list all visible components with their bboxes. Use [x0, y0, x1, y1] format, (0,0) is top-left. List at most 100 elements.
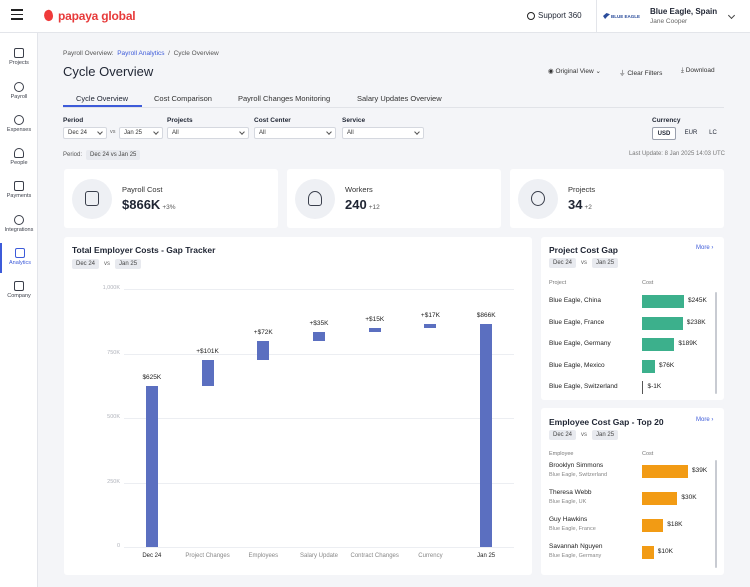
user-name: Jane Cooper [650, 18, 688, 25]
project-name: Blue Eagle, Mexico [549, 361, 605, 369]
brand-logo[interactable]: papaya global [44, 9, 136, 23]
period-chip: Jan 25 [592, 258, 619, 268]
page-title: Cycle Overview [63, 64, 154, 79]
cost-value: $39K [692, 467, 708, 474]
project-row[interactable]: Blue Eagle, Germany $189K [541, 337, 711, 353]
project-name: Blue Eagle, France [549, 318, 605, 326]
cost-value: $245K [688, 297, 707, 304]
sidebar-item-label: Integrations [4, 227, 34, 233]
sidebar-item-analytics[interactable]: Analytics [0, 243, 38, 273]
tab-payroll-changes-monitoring[interactable]: Payroll Changes Monitoring [238, 94, 331, 103]
chevron-down-icon[interactable] [727, 11, 736, 20]
sidebar-item-label: Payments [6, 193, 32, 199]
sidebar-item-label: Projects [9, 60, 29, 66]
x-tick-label: Contract Changes [350, 553, 399, 559]
currency-eur-button[interactable]: EUR [684, 130, 698, 136]
building-icon [14, 281, 24, 291]
project-gap-periods: Dec 24 vs Jan 25 [549, 258, 619, 268]
tab-cycle-overview[interactable]: Cycle Overview [76, 94, 129, 103]
employee-entity: Blue Eagle, Germany [549, 553, 602, 559]
data-label: +$15K [365, 316, 385, 324]
project-row[interactable]: Blue Eagle, China $245K [541, 294, 711, 310]
card-icon [14, 181, 24, 191]
cost-bar [642, 519, 664, 532]
kpi-value: 34 +2 [568, 197, 592, 212]
sidebar-item-payments[interactable]: Payments [0, 176, 38, 206]
workers-icon [308, 191, 322, 206]
kpi-delta: +12 [368, 204, 380, 211]
data-label: +$17K [420, 311, 440, 319]
data-label: $625K [142, 373, 162, 381]
project-row[interactable]: Blue Eagle, Switzerland $-1K [541, 380, 711, 396]
employee-row[interactable]: Guy Hawkins Blue Eagle, France $18K [541, 516, 711, 540]
breadcrumb-link[interactable]: Payroll Analytics [117, 50, 165, 57]
project-row[interactable]: Blue Eagle, France $238K [541, 316, 711, 332]
x-tick-label: Salary Update [299, 553, 339, 559]
download-button[interactable]: ⤓ Download [681, 67, 715, 75]
currency-label: Currency [652, 117, 681, 124]
clear-filters-button[interactable]: ⏚ Clear Filters [619, 67, 662, 77]
vs-label: vs [581, 432, 588, 438]
scrollbar[interactable] [715, 460, 717, 568]
tab-cost-comparison[interactable]: Cost Comparison [154, 94, 212, 103]
period-chip: Dec 24 [549, 430, 577, 440]
menu-icon[interactable] [11, 9, 23, 21]
cost-value: $238K [686, 318, 706, 326]
period-vs: vs [110, 129, 116, 135]
gap-tracker-title: Total Employer Costs - Gap Tracker [72, 245, 216, 255]
gap-tracker-periods: Dec 24 vs Jan 25 [72, 259, 142, 269]
employee-row[interactable]: Brooklyn Simmons Blue Eagle, Switzerland $… [541, 462, 711, 486]
tab-salary-updates-overview[interactable]: Salary Updates Overview [357, 94, 442, 103]
gridline [124, 418, 514, 419]
period-to-select[interactable]: Jan 25 [119, 127, 163, 139]
project-row[interactable]: Blue Eagle, Mexico $76K [541, 359, 711, 375]
breadcrumb-separator: / [168, 50, 170, 57]
projects-select[interactable]: All [167, 127, 249, 139]
support-link[interactable]: Support 360 [527, 11, 582, 20]
sidebar-item-people[interactable]: People [0, 143, 38, 173]
period-from-select[interactable]: Dec 24 [63, 127, 107, 139]
employee-cost-gap-panel: Employee Cost Gap - Top 20 More › Dec 24… [541, 408, 724, 575]
gridline [124, 289, 514, 290]
sidebar-item-company[interactable]: Company [0, 276, 38, 306]
project-gap-title: Project Cost Gap [549, 245, 618, 255]
original-view-dropdown[interactable]: ◉ Original View ⌄ [548, 67, 601, 75]
employee-row[interactable]: Theresa Webb Blue Eagle, UK $30K [541, 489, 711, 513]
period-summary-chip: Dec 24 vs Jan 25 [86, 150, 141, 160]
cost-column-header: Cost [642, 451, 654, 457]
download-label: Download [685, 67, 715, 74]
y-tick-label: 1,000K [102, 285, 120, 291]
project-gap-more-link[interactable]: More › [696, 245, 714, 251]
company-name[interactable]: Blue Eagle, Spain [650, 7, 718, 16]
employee-gap-more-link[interactable]: More › [696, 417, 714, 423]
data-label: +$72K [253, 329, 273, 337]
kpi-value: $866K +3% [122, 197, 176, 212]
cost-bar [642, 295, 684, 308]
sidebar-item-projects[interactable]: Projects [0, 43, 38, 73]
currency-lc-button[interactable]: LC [709, 130, 717, 136]
period-summary-label: Period: [63, 152, 83, 158]
sidebar-item-expenses[interactable]: Expenses [0, 110, 38, 140]
employee-row[interactable]: Savannah Nguyen Blue Eagle, Germany $10K [541, 543, 711, 567]
cost-value: $30K [681, 494, 697, 501]
currency-usd-button[interactable]: USD [652, 127, 676, 140]
chart-bar [257, 341, 270, 360]
vs-label: vs [581, 260, 588, 266]
chart-icon [15, 248, 25, 258]
chart-bar [313, 332, 325, 342]
scrollbar[interactable] [715, 292, 717, 394]
sidebar-item-payroll[interactable]: Payroll [0, 77, 38, 107]
period-summary: Period: Dec 24 vs Jan 25 [63, 150, 141, 160]
project-name: Blue Eagle, Germany [549, 340, 611, 347]
breadcrumb-root: Payroll Overview: [63, 50, 114, 57]
sidebar-item-label: Company [7, 293, 31, 299]
cost-center-select[interactable]: All [254, 127, 336, 139]
vs-label: vs [104, 261, 111, 267]
support-icon [527, 11, 535, 20]
gap-tracker-panel: Total Employer Costs - Gap Tracker Dec 2… [64, 237, 532, 575]
view-label: Original View [555, 68, 594, 75]
chevron-down-icon: ⌄ [595, 68, 601, 75]
sidebar-item-integrations[interactable]: Integrations [0, 210, 38, 240]
service-select[interactable]: All [342, 127, 424, 139]
period-chip: Dec 24 [549, 258, 577, 268]
